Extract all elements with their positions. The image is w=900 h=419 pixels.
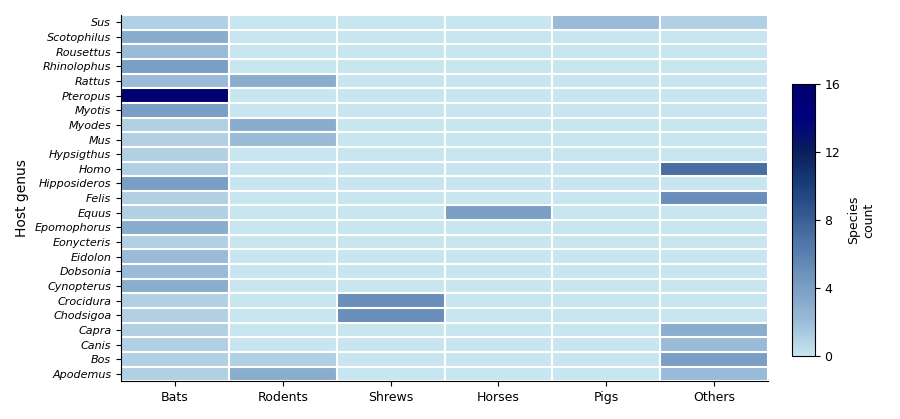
Y-axis label: Host genus: Host genus	[15, 159, 29, 237]
Y-axis label: Species
count: Species count	[847, 196, 875, 244]
